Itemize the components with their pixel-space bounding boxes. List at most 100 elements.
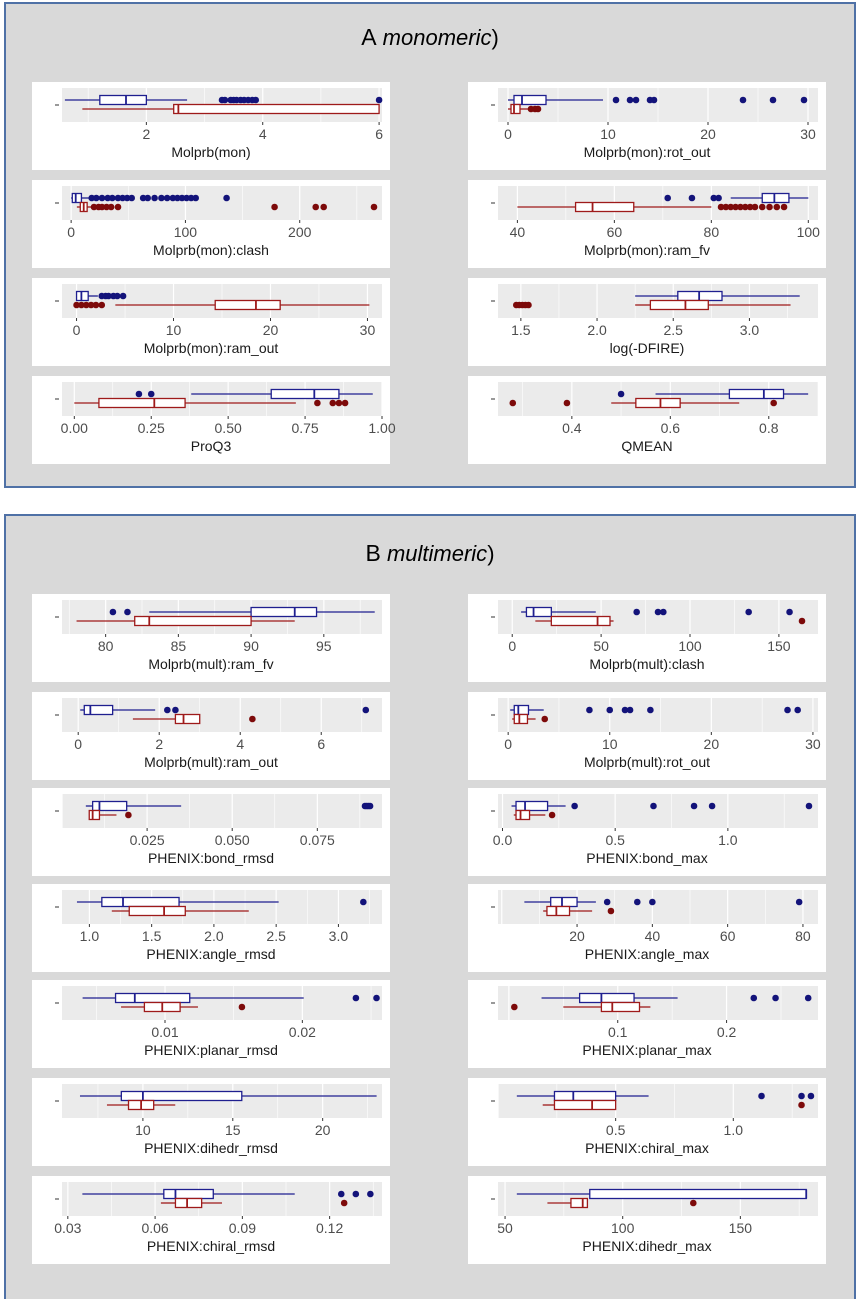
x-tick-label: 0.6 <box>661 420 681 436</box>
blue-boxplot <box>617 388 809 400</box>
red-box <box>128 905 186 917</box>
blue-box <box>553 1090 617 1102</box>
plot-background <box>498 986 818 1020</box>
x-tick-label: 20 <box>315 1122 331 1138</box>
blue-outlier <box>612 96 620 104</box>
x-tick-label: 15 <box>225 1122 241 1138</box>
boxplot-svg: 0.0 0.5 1.0 <box>491 794 818 848</box>
plot-background <box>498 698 818 732</box>
chart-panel: 2 4 6 Molprb(mon) <box>32 82 390 170</box>
blue-box <box>163 1188 214 1200</box>
plot-background <box>62 1182 382 1216</box>
red-outlier <box>534 105 542 113</box>
x-tick-label: 200 <box>288 224 312 240</box>
red-outlier <box>727 203 735 211</box>
red-boxplot <box>76 615 295 627</box>
blue-outlier <box>794 706 801 714</box>
blue-boxplot <box>516 1090 815 1102</box>
x-tick-label: 0.5 <box>606 1122 626 1138</box>
x-tick-label: 20 <box>700 126 716 142</box>
section-letter: B <box>365 540 381 566</box>
red-outlier <box>563 399 571 407</box>
x-axis-label: Molprb(mult):ram_fv <box>148 656 274 672</box>
x-tick-label: 0 <box>74 736 82 752</box>
blue-outlier <box>786 608 793 616</box>
blue-outlier <box>650 802 657 810</box>
x-axis-label: ProQ3 <box>190 438 232 454</box>
red-outlier <box>798 617 806 625</box>
boxplot-svg: 0 10 20 30 <box>491 88 818 142</box>
section-word: monomeric <box>382 25 492 50</box>
x-tick-label: 0 <box>73 322 81 338</box>
red-boxplot <box>513 809 556 821</box>
x-tick-label: 40 <box>645 928 661 944</box>
blue-outlier <box>688 194 696 202</box>
blue-outlier <box>745 608 752 616</box>
x-axis-label: PHENIX:planar_max <box>582 1042 712 1058</box>
red-boxplot <box>106 1099 176 1111</box>
blue-box <box>75 290 89 302</box>
chart-panel: 0 10 20 30 Molprb(mon):rot_out <box>468 82 826 170</box>
red-boxplot <box>543 905 615 917</box>
blue-outlier <box>715 194 722 202</box>
blue-outlier <box>664 194 671 202</box>
red-outlier <box>780 203 788 211</box>
red-outlier <box>249 715 256 723</box>
red-outlier <box>511 1003 518 1011</box>
blue-boxplot <box>64 94 383 106</box>
red-outlier <box>78 301 85 309</box>
red-box <box>600 1001 641 1013</box>
blue-outlier <box>571 802 578 810</box>
red-outlier <box>73 301 80 309</box>
blue-boxplot <box>85 800 374 812</box>
red-box <box>515 809 531 821</box>
red-outlier <box>98 203 106 211</box>
blue-outlier <box>654 608 662 616</box>
x-tick-label: 0 <box>508 638 516 654</box>
x-axis-label: Molprb(mult):rot_out <box>583 754 711 770</box>
blue-outlier <box>807 1092 815 1100</box>
x-axis-label: QMEAN <box>621 438 673 454</box>
blue-outlier <box>144 194 152 202</box>
boxplot-svg: 1.0 1.5 2.0 2.5 3.0 <box>55 890 382 944</box>
x-tick-label: 0.050 <box>215 832 250 848</box>
chart-panel: 0 50 100 150 Molprb(mult):clash <box>468 594 826 682</box>
x-tick-label: 6 <box>317 736 325 752</box>
blue-outlier <box>352 1190 360 1198</box>
boxplot-svg: 0 100 200 <box>55 186 382 240</box>
x-tick-label: 100 <box>797 224 821 240</box>
x-tick-label: 0 <box>504 126 512 142</box>
blue-outlier <box>708 802 716 810</box>
plot-background <box>498 1084 818 1118</box>
red-outlier <box>320 203 328 211</box>
x-tick-label: 2 <box>155 736 163 752</box>
x-axis-label: Molprb(mon):clash <box>153 242 269 258</box>
section-title-monomeric: A monomeric) <box>6 24 854 51</box>
blue-box <box>270 388 340 400</box>
boxplot-svg: 0.5 1.0 <box>491 1084 818 1138</box>
red-boxplot <box>82 103 380 115</box>
x-tick-label: 20 <box>263 322 279 338</box>
blue-box <box>114 992 191 1004</box>
boxplot-svg: 10 15 20 <box>55 1084 382 1138</box>
x-axis-label: Molprb(mon):ram_fv <box>583 242 711 258</box>
boxplot-svg: 2 4 6 <box>55 88 383 142</box>
x-tick-label: 1.0 <box>724 1122 744 1138</box>
x-tick-label: 0.8 <box>759 420 779 436</box>
blue-outlier <box>147 390 155 398</box>
plot-background <box>62 698 382 732</box>
boxplot-svg: 0 50 100 150 <box>491 600 818 654</box>
blue-outlier <box>621 706 629 714</box>
blue-outlier <box>772 994 779 1002</box>
x-tick-label: 0.075 <box>300 832 335 848</box>
red-outlier <box>525 301 532 309</box>
blue-outlier <box>183 194 190 202</box>
red-outlier <box>103 203 110 211</box>
red-outlier <box>722 203 730 211</box>
red-outlier <box>314 399 321 407</box>
blue-outlier <box>617 390 625 398</box>
section-suffix: ) <box>491 25 499 50</box>
blue-boxplot <box>541 992 812 1004</box>
boxplot-svg: 0.03 0.06 0.09 0.12 <box>54 1182 382 1236</box>
blue-boxplot <box>511 800 813 812</box>
